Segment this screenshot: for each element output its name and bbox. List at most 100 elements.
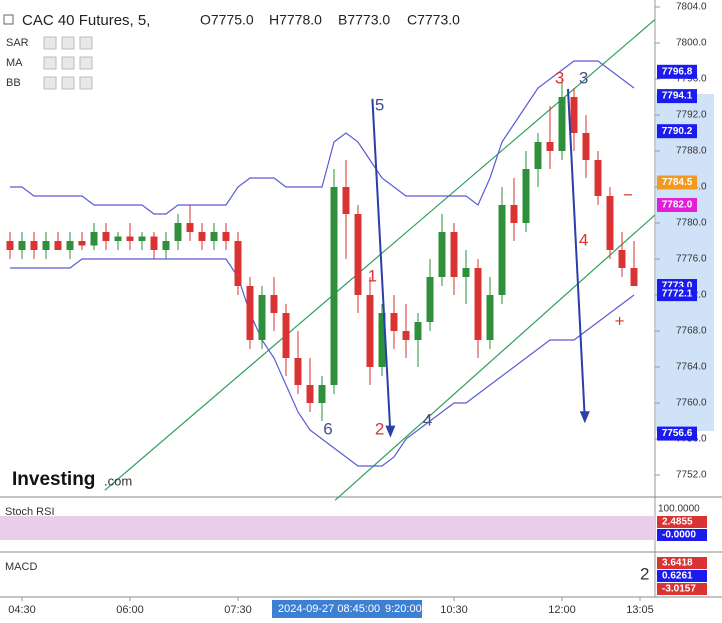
panel-tick: 100.0000	[658, 504, 700, 515]
wave-label: +	[615, 311, 625, 330]
candle-body	[402, 331, 410, 340]
arrow	[567, 88, 586, 420]
logo-suffix: .com	[104, 473, 132, 488]
y-tick-label: 7752.0	[676, 470, 707, 481]
price-badge-label: 7784.5	[662, 177, 693, 188]
logo: Investing	[12, 469, 95, 490]
candle-body	[414, 322, 422, 340]
candle-body	[6, 241, 14, 250]
indicator-button[interactable]	[61, 56, 75, 70]
price-badge-label: 7790.2	[662, 126, 693, 137]
y-tick-label: 7768.0	[676, 326, 707, 337]
candle-body	[174, 223, 182, 241]
indicator-button[interactable]	[43, 36, 57, 50]
candle-body	[450, 232, 458, 277]
price-badge	[657, 426, 697, 441]
indicator-button[interactable]	[43, 56, 57, 70]
candle-body	[198, 232, 206, 241]
rsi-band	[0, 516, 655, 540]
candle-body	[234, 241, 242, 286]
x-tick-label: 13:05	[626, 604, 654, 616]
y-tick-label: 7780.0	[676, 218, 707, 229]
candle-body	[282, 313, 290, 358]
indicator-button[interactable]	[61, 76, 75, 90]
x-tick-label: 12:00	[548, 604, 576, 616]
panel-badge	[657, 529, 707, 541]
candle-body	[54, 241, 62, 250]
panel-badge-label: 2.4855	[662, 517, 693, 528]
candle-body	[258, 295, 266, 340]
wave-label: 4	[579, 230, 588, 249]
candle-body	[462, 268, 470, 277]
wave-label: 3	[579, 68, 588, 87]
wave-label: 1	[368, 266, 377, 285]
symbol: CAC 40 Futures, 5,	[22, 12, 150, 29]
candle-body	[438, 232, 446, 277]
y-tick-label: 7788.0	[676, 146, 707, 157]
candle-body	[246, 286, 254, 340]
band-line	[10, 258, 635, 467]
price-badge-label: 7756.6	[662, 428, 693, 439]
candle-body	[474, 268, 482, 340]
candle-body	[582, 133, 590, 160]
indicator-name: BB	[6, 77, 21, 89]
candle-body	[102, 232, 110, 241]
ohlc-value: B7773.0	[338, 12, 390, 28]
wave-label: 6	[323, 419, 332, 438]
candle-body	[150, 236, 158, 250]
wave-label: 3	[555, 68, 564, 87]
candle-body	[42, 241, 50, 250]
indicator-name: MA	[6, 57, 23, 69]
panel-name: Stoch RSI	[5, 506, 55, 518]
candle-body	[366, 295, 374, 367]
indicator-button[interactable]	[79, 76, 93, 90]
candle-body	[606, 196, 614, 250]
candle-body	[210, 232, 218, 241]
price-badge	[657, 287, 697, 302]
ohlc-value: O7775.0	[200, 12, 254, 28]
plot: 7752.07756.07760.07764.07768.07772.07776…	[0, 2, 707, 618]
candle-body	[330, 187, 338, 385]
indicator-button[interactable]	[79, 36, 93, 50]
collapse-icon[interactable]	[3, 14, 14, 25]
candle-body	[558, 97, 566, 151]
candle-body	[546, 142, 554, 151]
candle-body	[90, 232, 98, 246]
candle-body	[342, 187, 350, 214]
ohlc-value: H7778.0	[269, 12, 322, 28]
price-badge	[657, 198, 697, 212]
candle-body	[486, 295, 494, 340]
x-tick-label: 10:30	[440, 604, 468, 616]
wave-label: 2	[375, 419, 384, 438]
candle-body	[630, 268, 638, 286]
candle-body	[78, 241, 86, 246]
candle-body	[534, 142, 542, 169]
wave-label: 5	[375, 95, 384, 114]
arrow-head	[579, 411, 590, 424]
price-badge	[657, 89, 697, 104]
indicator-button[interactable]	[43, 76, 57, 90]
panel-tick: 2	[640, 564, 649, 583]
candle-body	[354, 214, 362, 295]
trendline	[334, 214, 656, 501]
wave-label: 4	[423, 410, 432, 429]
y-tick-label: 7792.0	[676, 110, 707, 121]
axis-selection	[656, 94, 714, 431]
candle-body	[390, 313, 398, 331]
candle-body	[522, 169, 530, 223]
y-tick-label: 7776.0	[676, 254, 707, 265]
indicator-button[interactable]	[79, 56, 93, 70]
x-tick-label: 06:00	[116, 604, 144, 616]
indicator-button[interactable]	[61, 36, 75, 50]
candle-body	[594, 160, 602, 196]
candle-body	[126, 236, 134, 241]
y-tick-label: 7800.0	[676, 38, 707, 49]
panel-badge-label: 0.6261	[662, 571, 693, 582]
price-badge-label: 7782.0	[662, 200, 693, 211]
arrow	[371, 98, 392, 434]
y-tick-label: 7760.0	[676, 398, 707, 409]
price-badge-label: 7796.8	[662, 66, 693, 77]
arrow-head	[385, 425, 396, 438]
wave-label: −	[623, 185, 633, 204]
